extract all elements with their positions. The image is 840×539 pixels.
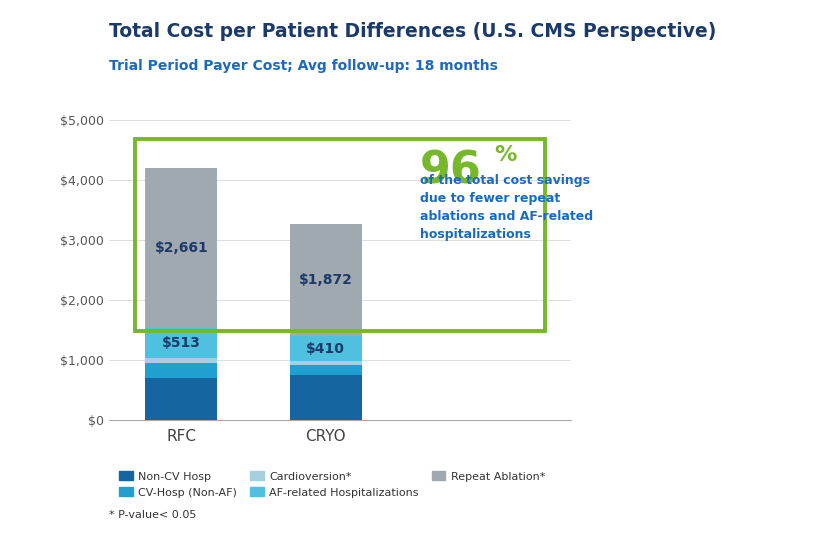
Bar — [290, 361, 362, 364]
Text: $1,872: $1,872 — [299, 273, 353, 287]
Text: $410: $410 — [307, 342, 345, 356]
Text: $2,661: $2,661 — [155, 241, 208, 254]
Text: $513: $513 — [162, 336, 201, 350]
Text: Total Cost per Patient Differences (U.S. CMS Perspective): Total Cost per Patient Differences (U.S.… — [109, 22, 717, 40]
Text: 96: 96 — [420, 150, 481, 193]
Bar — [145, 363, 218, 378]
Bar — [145, 328, 218, 358]
Bar — [145, 358, 218, 363]
Text: Trial Period Payer Cost; Avg follow-up: 18 months: Trial Period Payer Cost; Avg follow-up: … — [109, 59, 498, 73]
Bar — [290, 364, 362, 375]
Text: %: % — [495, 145, 517, 165]
Text: of the total cost savings
due to fewer repeat
ablations and AF-related
hospitali: of the total cost savings due to fewer r… — [420, 174, 593, 241]
Legend: Non-CV Hosp, CV-Hosp (Non-AF), Cardioversion*, AF-related Hospitalizations, Repe: Non-CV Hosp, CV-Hosp (Non-AF), Cardiover… — [115, 467, 549, 502]
Bar — [145, 168, 218, 328]
Text: * P-value< 0.05: * P-value< 0.05 — [109, 510, 197, 520]
Bar — [290, 224, 362, 336]
Bar — [290, 375, 362, 420]
Bar — [145, 378, 218, 420]
Bar — [290, 336, 362, 361]
